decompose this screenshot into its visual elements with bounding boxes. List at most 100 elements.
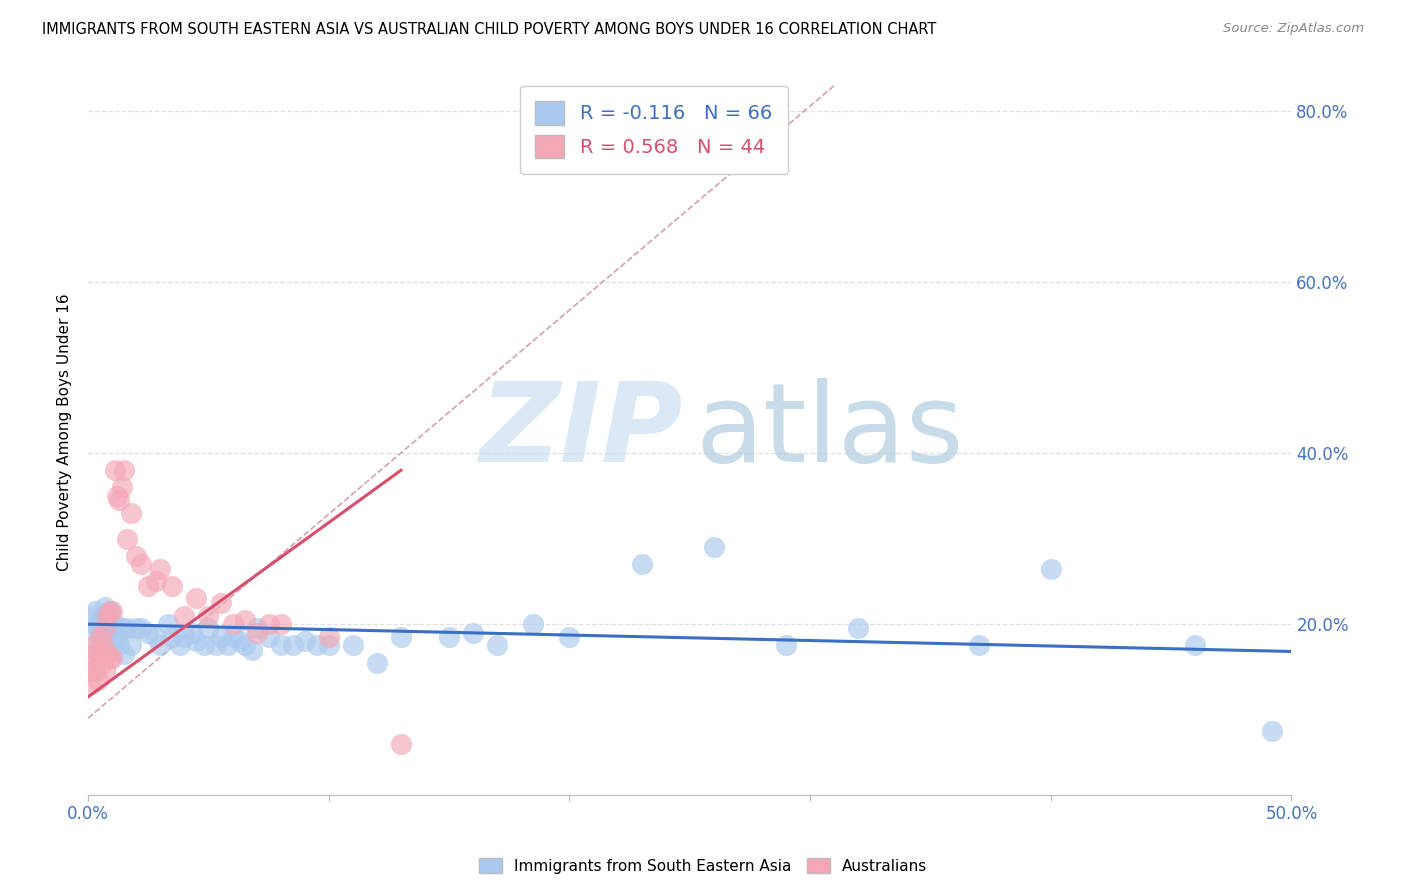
Point — [233, 639, 256, 653]
Point — [775, 639, 797, 653]
Point — [101, 604, 124, 618]
Point — [91, 608, 114, 623]
Point — [87, 673, 110, 687]
Point — [149, 561, 172, 575]
Point — [104, 463, 127, 477]
Point — [129, 558, 152, 572]
Point — [115, 621, 138, 635]
Point — [366, 656, 388, 670]
Point — [136, 625, 159, 640]
Point — [89, 617, 111, 632]
Point — [79, 608, 101, 623]
Point — [94, 621, 117, 635]
Point — [197, 608, 219, 623]
Point — [129, 621, 152, 635]
Point — [270, 639, 292, 653]
Point — [105, 630, 128, 644]
Point — [84, 664, 107, 678]
Point — [79, 677, 101, 691]
Point — [197, 621, 219, 635]
Point — [94, 664, 117, 678]
Text: ZIP: ZIP — [481, 378, 683, 485]
Point — [162, 579, 184, 593]
Point — [112, 647, 135, 661]
Point — [91, 639, 114, 653]
Point — [1261, 723, 1284, 738]
Point — [101, 621, 124, 635]
Point — [96, 613, 118, 627]
Point — [94, 600, 117, 615]
Point — [98, 604, 121, 618]
Point — [318, 630, 340, 644]
Point — [82, 664, 104, 678]
Point — [229, 634, 252, 648]
Point — [389, 737, 412, 751]
Point — [136, 579, 159, 593]
Point — [173, 608, 195, 623]
Point — [703, 540, 725, 554]
Point — [389, 630, 412, 644]
Point — [84, 604, 107, 618]
Point — [209, 596, 232, 610]
Point — [82, 621, 104, 635]
Text: IMMIGRANTS FROM SOUTH EASTERN ASIA VS AUSTRALIAN CHILD POVERTY AMONG BOYS UNDER : IMMIGRANTS FROM SOUTH EASTERN ASIA VS AU… — [42, 22, 936, 37]
Legend: Immigrants from South Eastern Asia, Australians: Immigrants from South Eastern Asia, Aust… — [472, 852, 934, 880]
Point — [281, 639, 304, 653]
Point — [305, 639, 328, 653]
Point — [115, 532, 138, 546]
Point — [186, 591, 208, 606]
Point — [204, 639, 226, 653]
Point — [98, 604, 121, 618]
Point — [270, 617, 292, 632]
Point — [89, 630, 111, 644]
Point — [221, 617, 243, 632]
Point — [105, 489, 128, 503]
Point — [82, 647, 104, 661]
Point — [1039, 561, 1062, 575]
Point — [87, 647, 110, 661]
Point — [437, 630, 460, 644]
Legend: R = -0.116   N = 66, R = 0.568   N = 44: R = -0.116 N = 66, R = 0.568 N = 44 — [520, 86, 787, 174]
Point — [104, 617, 127, 632]
Point — [522, 617, 544, 632]
Point — [94, 634, 117, 648]
Point — [967, 639, 990, 653]
Point — [221, 630, 243, 644]
Point — [101, 651, 124, 665]
Point — [186, 634, 208, 648]
Point — [96, 608, 118, 623]
Point — [79, 656, 101, 670]
Point — [246, 625, 269, 640]
Point — [111, 621, 134, 635]
Text: atlas: atlas — [696, 378, 965, 485]
Point — [209, 630, 232, 644]
Point — [257, 617, 280, 632]
Y-axis label: Child Poverty Among Boys Under 16: Child Poverty Among Boys Under 16 — [58, 293, 72, 571]
Point — [89, 630, 111, 644]
Point — [96, 621, 118, 635]
Point — [193, 639, 215, 653]
Point — [257, 630, 280, 644]
Point — [84, 639, 107, 653]
Point — [125, 621, 148, 635]
Point — [318, 639, 340, 653]
Point — [558, 630, 581, 644]
Point — [342, 639, 364, 653]
Point — [112, 463, 135, 477]
Point — [145, 574, 167, 589]
Point — [101, 639, 124, 653]
Point — [180, 625, 202, 640]
Point — [156, 617, 179, 632]
Point — [91, 639, 114, 653]
Point — [89, 647, 111, 661]
Point — [162, 630, 184, 644]
Point — [108, 639, 131, 653]
Point — [108, 493, 131, 508]
Point — [121, 639, 143, 653]
Point — [240, 642, 263, 657]
Point — [98, 651, 121, 665]
Point — [294, 634, 316, 648]
Text: Source: ZipAtlas.com: Source: ZipAtlas.com — [1223, 22, 1364, 36]
Point — [486, 639, 509, 653]
Point — [246, 621, 269, 635]
